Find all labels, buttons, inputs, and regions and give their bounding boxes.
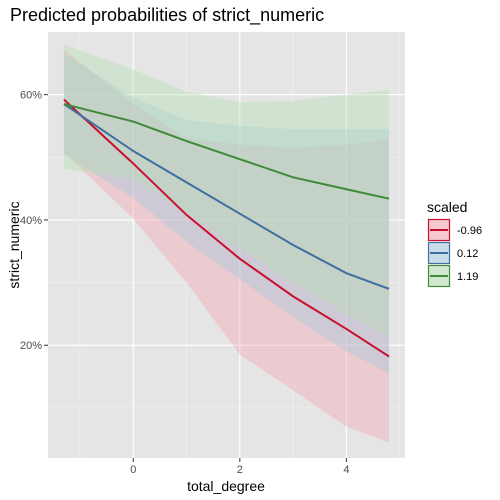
x-tick-label: 2 [237, 464, 243, 476]
chart-title: Predicted probabilities of strict_numeri… [10, 5, 324, 26]
y-tick-label: 60% [20, 90, 42, 102]
y-tick-label: 40% [20, 215, 42, 227]
confidence-band [63, 44, 390, 336]
legend: scaled -0.96 0.12 1.19 [427, 199, 482, 288]
x-tick-label: 0 [130, 464, 136, 476]
legend-label: 0.12 [457, 248, 478, 260]
plot-panel [48, 32, 405, 458]
series-lines [63, 98, 390, 358]
legend-title: scaled [427, 199, 467, 215]
grid-major [48, 32, 405, 458]
confidence-band [63, 49, 390, 443]
x-axis: 0 2 4 [130, 458, 349, 476]
series-line [63, 98, 390, 358]
series-line [63, 103, 390, 200]
y-axis-title: strict_numeric [6, 201, 22, 288]
y-axis: 20% 40% 60% [20, 90, 48, 352]
legend-label: 1.19 [457, 271, 478, 283]
confidence-band [63, 53, 390, 374]
confidence-bands [63, 44, 390, 443]
legend-label: -0.96 [457, 225, 482, 237]
series-line [63, 103, 390, 290]
x-axis-title: total_degree [187, 478, 265, 494]
y-tick-label: 20% [20, 340, 42, 352]
x-tick-label: 4 [343, 464, 349, 476]
